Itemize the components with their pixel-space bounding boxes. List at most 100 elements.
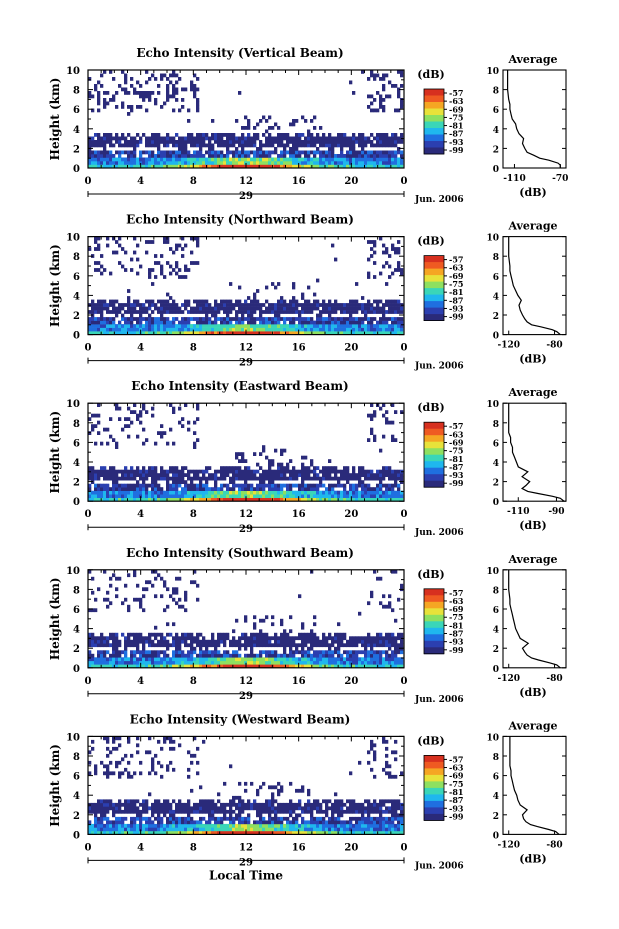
heatmap-cell <box>118 406 122 411</box>
heatmap-cell <box>319 136 323 141</box>
heatmap-cell <box>196 639 200 644</box>
colorbar-tick-label: -57 <box>449 88 463 98</box>
heatmap-cell <box>277 164 281 169</box>
heatmap-cell <box>274 632 278 637</box>
heatmap-cell <box>343 657 347 662</box>
heatmap-cell <box>352 476 356 481</box>
heatmap-cell <box>241 154 245 158</box>
heatmap-cell <box>382 331 386 335</box>
heatmap-cell <box>148 154 152 158</box>
heatmap-cell <box>112 473 116 477</box>
heatmap-cell <box>250 636 254 641</box>
heatmap-cell <box>262 154 266 158</box>
heatmap-cell <box>250 157 254 162</box>
heatmap-cell <box>124 87 128 92</box>
heatmap-cell <box>103 806 107 811</box>
heatmap-cell <box>94 660 98 665</box>
heatmap-cell <box>178 639 182 644</box>
heatmap-cell <box>187 310 191 314</box>
heatmap-cell <box>175 161 179 165</box>
heatmap-cell <box>118 771 122 776</box>
heatmap-cell <box>103 303 107 307</box>
heatmap-cell <box>397 636 401 641</box>
heatmap-cell <box>259 306 263 311</box>
heatmap-cell <box>94 764 98 769</box>
heatmap-cell <box>181 497 185 502</box>
heatmap-cell <box>217 161 221 165</box>
heatmap-cell <box>331 331 335 335</box>
heatmap-cell <box>109 664 113 669</box>
heatmap-cell <box>394 164 398 169</box>
heatmap-cell <box>154 254 158 258</box>
heatmap-cell <box>151 157 155 162</box>
heatmap-cell <box>169 809 173 814</box>
heatmap-cell <box>232 660 236 665</box>
x-tick-label: 20 <box>344 176 358 187</box>
colorbar-segment <box>424 121 444 129</box>
heatmap-cell <box>115 327 119 332</box>
heatmap-cell <box>208 320 212 325</box>
heatmap-cell <box>100 827 104 832</box>
heatmap-cell <box>226 154 230 158</box>
heatmap-cell <box>343 487 347 491</box>
heatmap-cell <box>217 150 221 155</box>
heatmap-cell <box>385 317 389 321</box>
heatmap-cell <box>229 480 233 484</box>
heatmap-cell <box>394 143 398 148</box>
heatmap-cell <box>268 327 272 332</box>
heatmap-cell <box>142 406 146 411</box>
heatmap-cell <box>109 643 113 648</box>
heatmap-cell <box>331 303 335 307</box>
heatmap-cell <box>127 469 131 474</box>
heatmap-cell <box>289 646 293 651</box>
heatmap-cell <box>151 660 155 665</box>
heatmap-cell <box>214 653 218 658</box>
heatmap-cell <box>301 133 305 137</box>
heatmap-cell <box>241 161 245 165</box>
heatmap-cell <box>199 310 203 314</box>
heatmap-cell <box>307 136 311 141</box>
heatmap-cell <box>151 827 155 832</box>
heatmap-cell <box>145 157 149 162</box>
heatmap-cell <box>364 143 368 148</box>
heatmap-cell <box>277 136 281 141</box>
heatmap-cell <box>397 597 401 602</box>
heatmap-cell <box>292 650 296 655</box>
heatmap-cell <box>277 497 281 502</box>
heatmap-cell <box>127 417 131 421</box>
heatmap-cell <box>190 327 194 332</box>
heatmap-cell <box>370 639 374 644</box>
heatmap-cell <box>343 324 347 328</box>
colorbar-segment <box>424 441 444 449</box>
heatmap-cell <box>304 632 308 637</box>
heatmap-cell <box>250 140 254 144</box>
heatmap-cell <box>364 313 368 318</box>
heatmap-cell <box>115 331 119 335</box>
heatmap-cell <box>232 639 236 644</box>
heatmap-cell <box>358 133 362 137</box>
heatmap-cell <box>250 320 254 325</box>
heatmap-cell <box>391 608 395 613</box>
heatmap-cell <box>118 736 122 741</box>
heatmap-cell <box>400 660 404 665</box>
heatmap-cell <box>301 469 305 474</box>
heatmap-cell <box>286 324 290 328</box>
heatmap-cell <box>376 639 380 644</box>
heatmap-cell <box>397 261 401 265</box>
heatmap-cell <box>175 653 179 658</box>
heatmap-cell <box>226 140 230 144</box>
heatmap-cell <box>262 632 266 637</box>
heatmap-cell <box>163 806 167 811</box>
heatmap-cell <box>190 653 194 658</box>
x-tick-label: 4 <box>137 509 144 520</box>
heatmap-cell <box>376 324 380 328</box>
heatmap-cell <box>250 487 254 491</box>
heatmap-cell <box>232 327 236 332</box>
heatmap-cell <box>316 483 320 488</box>
x-tick-label: 20 <box>344 343 358 354</box>
heatmap-cell <box>190 157 194 162</box>
heatmap-cell <box>400 583 404 588</box>
heatmap-cell <box>184 275 188 279</box>
heatmap-cell <box>397 646 401 651</box>
heatmap-cell <box>208 490 212 495</box>
